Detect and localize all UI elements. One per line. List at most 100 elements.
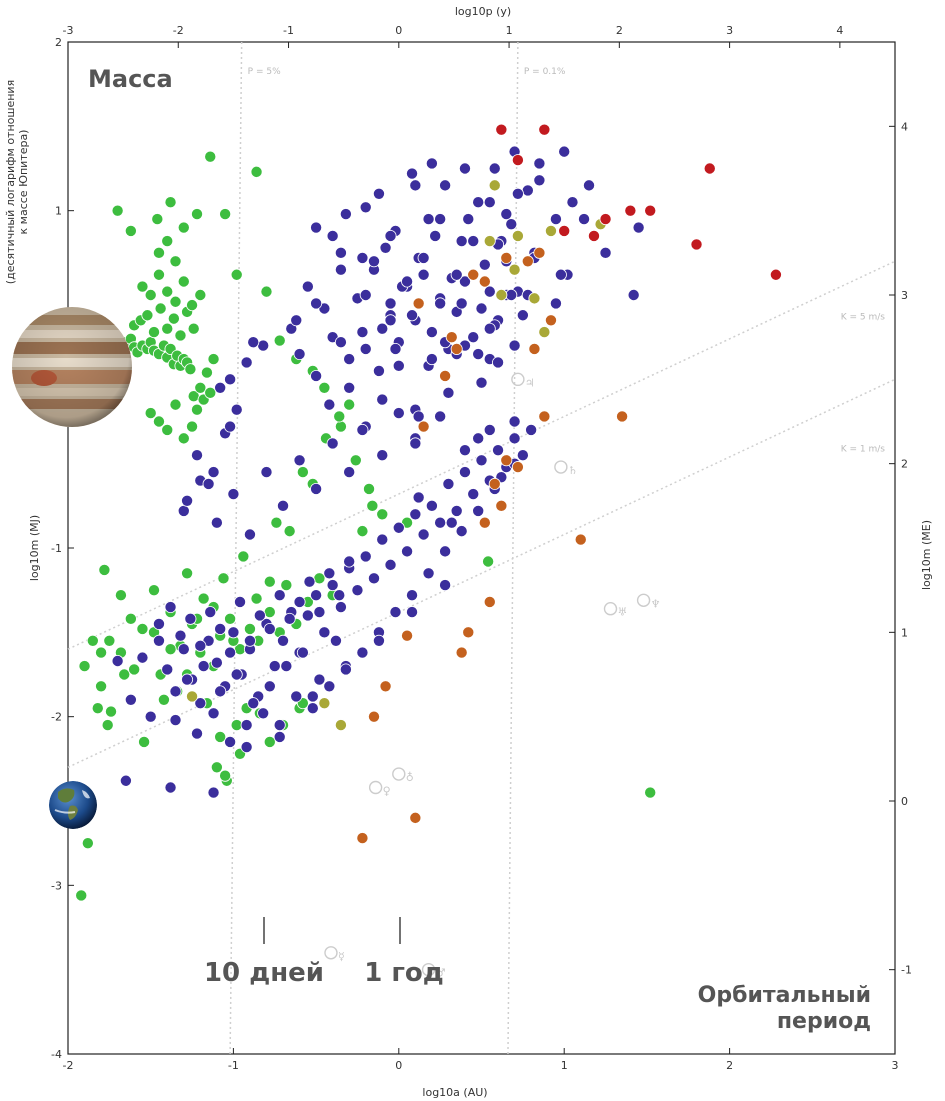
- data-point-blue: [372, 364, 385, 377]
- solar-planet-marker: [421, 962, 436, 977]
- data-point-blue: [119, 774, 132, 787]
- data-point-blue: [273, 730, 286, 743]
- data-point-blue: [379, 241, 392, 254]
- data-point-blue: [326, 437, 339, 450]
- top-tick-label: -3: [63, 24, 74, 37]
- data-point-green: [105, 705, 118, 718]
- data-point-blue: [488, 162, 501, 175]
- data-point-blue: [359, 342, 372, 355]
- data-point-blue: [417, 251, 430, 264]
- solar-planet-marker: [324, 946, 338, 960]
- data-point-blue: [483, 322, 496, 335]
- data-point-blue: [191, 727, 204, 740]
- top-tick-label: 4: [836, 24, 843, 37]
- data-point-blue: [323, 680, 336, 693]
- data-point-blue: [247, 697, 260, 710]
- data-point-green: [210, 761, 223, 774]
- guide-line-label: P = 5%: [248, 67, 281, 77]
- y-tick-label: -1: [51, 542, 62, 555]
- data-point-blue: [277, 634, 290, 647]
- data-point-green: [219, 769, 232, 782]
- data-point-orange: [462, 626, 475, 639]
- marker-10-days-label: 10 дней: [204, 958, 324, 988]
- data-point-blue: [230, 668, 243, 681]
- data-point-blue: [389, 342, 402, 355]
- data-point-red: [587, 229, 600, 242]
- data-point-blue: [462, 213, 475, 226]
- data-point-olive: [495, 288, 508, 301]
- data-point-green: [204, 386, 217, 399]
- data-point-green: [200, 366, 213, 379]
- data-point-blue: [177, 643, 190, 656]
- data-point-green: [191, 208, 204, 221]
- data-point-blue: [214, 622, 227, 635]
- data-point-blue: [204, 606, 217, 619]
- data-point-blue: [434, 410, 447, 423]
- solar-planet-marker: [511, 372, 525, 387]
- data-point-blue: [194, 697, 207, 710]
- data-point-green: [169, 295, 182, 308]
- solar-planet-symbol: ♆: [651, 597, 661, 610]
- data-point-green: [356, 525, 369, 538]
- data-point-blue: [367, 255, 380, 268]
- data-point-blue: [356, 251, 369, 264]
- data-point-blue: [458, 275, 471, 288]
- top-tick-label: 0: [395, 24, 402, 37]
- data-point-blue: [333, 589, 346, 602]
- data-point-olive: [318, 697, 331, 710]
- data-point-blue: [243, 634, 256, 647]
- data-point-blue: [339, 663, 352, 676]
- data-point-green: [263, 606, 276, 619]
- data-point-green: [230, 719, 243, 732]
- data-point-blue: [425, 353, 438, 366]
- data-point-orange: [574, 533, 587, 546]
- data-point-olive: [528, 292, 541, 305]
- data-point-blue: [492, 356, 505, 369]
- data-point-orange: [533, 246, 546, 259]
- right-tick-label: 0: [901, 795, 908, 808]
- data-point-blue: [227, 626, 240, 639]
- data-point-blue: [334, 601, 347, 614]
- data-point-blue: [161, 663, 174, 676]
- data-point-blue: [417, 528, 430, 541]
- data-point-green: [177, 221, 190, 234]
- data-point-green: [214, 730, 227, 743]
- data-point-green: [157, 693, 170, 706]
- data-point-blue: [257, 707, 270, 720]
- solar-planet-marker: [554, 460, 568, 474]
- data-point-green: [280, 579, 293, 592]
- data-point-blue: [511, 187, 524, 200]
- data-point-blue: [169, 714, 182, 727]
- data-point-green: [148, 584, 161, 597]
- data-point-blue: [384, 297, 397, 310]
- data-point-blue: [164, 781, 177, 794]
- data-point-blue: [475, 376, 488, 389]
- data-point-green: [144, 288, 157, 301]
- data-point-blue: [516, 309, 529, 322]
- x-tick-label: 1: [561, 1059, 568, 1072]
- data-point-blue: [483, 196, 496, 209]
- y-tick-label: -2: [51, 711, 62, 724]
- data-point-blue: [525, 423, 538, 436]
- data-point-green: [263, 735, 276, 748]
- data-point-blue: [334, 246, 347, 259]
- data-point-blue: [207, 707, 220, 720]
- data-point-blue: [406, 606, 419, 619]
- data-point-green: [95, 646, 108, 659]
- left-axis-note-line-1: (десятичный логарифм отношения: [4, 80, 17, 284]
- data-point-blue: [508, 432, 521, 445]
- data-point-green: [186, 299, 199, 312]
- data-point-blue: [533, 174, 546, 187]
- data-point-green: [184, 363, 197, 376]
- data-point-blue: [558, 145, 571, 158]
- data-point-green: [81, 837, 94, 850]
- right-axis-label: log10m (ME): [920, 520, 933, 590]
- right-tick-label: 4: [901, 120, 908, 133]
- data-point-blue: [136, 651, 149, 664]
- data-point-green: [263, 575, 276, 588]
- data-point-blue: [111, 655, 124, 668]
- data-point-blue: [124, 693, 137, 706]
- data-point-green: [161, 235, 174, 248]
- data-point-green: [194, 288, 207, 301]
- data-point-orange: [412, 297, 425, 310]
